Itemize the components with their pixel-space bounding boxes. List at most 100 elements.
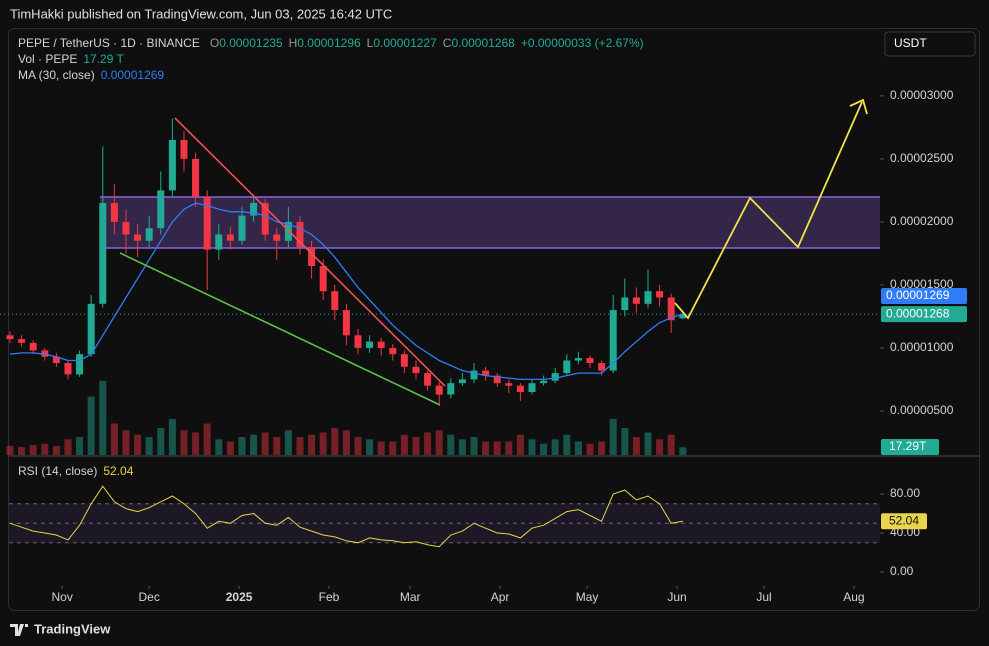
ma-line bbox=[9, 202, 683, 381]
ohlc-value: 0.00001227 bbox=[373, 36, 437, 50]
volume-bar bbox=[574, 441, 582, 455]
rsi-tag-label: 52.04 bbox=[889, 513, 919, 527]
volume-bar bbox=[412, 437, 420, 455]
rsi-title: RSI (14, close) bbox=[18, 464, 97, 478]
ohlc-key: C bbox=[443, 36, 452, 50]
candle-body bbox=[563, 360, 571, 374]
x-tick-label: Apr bbox=[491, 590, 510, 604]
y-tick-label: 0.00001500 bbox=[890, 277, 954, 291]
volume-bar bbox=[168, 419, 176, 455]
volume-bar bbox=[505, 441, 513, 455]
candle-body bbox=[482, 370, 490, 376]
volume-bar bbox=[377, 441, 385, 455]
candle-body bbox=[215, 234, 223, 250]
candle-body bbox=[52, 356, 60, 364]
volume-bar bbox=[250, 434, 258, 455]
price-tag-label: 0.00001268 bbox=[886, 306, 950, 320]
x-tick-label: Nov bbox=[52, 590, 73, 604]
candle-body bbox=[528, 383, 536, 392]
y-tick-label: 0.00001000 bbox=[890, 340, 954, 354]
rsi-legend: RSI (14, close) 52.04 bbox=[18, 464, 134, 478]
volume-bar bbox=[180, 430, 188, 455]
volume-bar bbox=[319, 432, 327, 455]
volume-bar bbox=[482, 441, 490, 455]
rsi-line bbox=[9, 485, 683, 548]
candle-body bbox=[145, 228, 153, 241]
x-tick-label: Aug bbox=[843, 590, 864, 604]
candle-body bbox=[493, 375, 501, 384]
candle-body bbox=[331, 291, 339, 311]
y-tick-label: 0.00002500 bbox=[890, 151, 954, 165]
x-tick-label: 2025 bbox=[226, 590, 253, 604]
volume-bar bbox=[296, 437, 304, 455]
candle-body bbox=[366, 341, 374, 348]
volume-bar bbox=[354, 437, 362, 455]
rsi-tick-label: 80.00 bbox=[890, 486, 920, 500]
trendline-green bbox=[119, 252, 441, 406]
ma-tag-label: 0.00001269 bbox=[886, 288, 950, 302]
candle-body bbox=[609, 310, 617, 371]
ohlc-key: L bbox=[367, 36, 374, 50]
volume-value: 17.29 T bbox=[83, 52, 124, 66]
candle-body bbox=[180, 139, 188, 159]
ohlc-value: 0.00001296 bbox=[297, 36, 361, 50]
volume-bar bbox=[238, 437, 246, 455]
volume-bar bbox=[470, 437, 478, 455]
rsi-value: 52.04 bbox=[103, 464, 133, 478]
volume-bar bbox=[41, 443, 49, 455]
candle-body bbox=[29, 342, 37, 351]
candle-body bbox=[18, 339, 26, 343]
candle-body bbox=[76, 354, 84, 375]
volume-bar bbox=[586, 443, 594, 455]
publisher: TimHakki published on TradingView.com, J… bbox=[10, 6, 392, 21]
candle-body bbox=[319, 265, 327, 292]
candle-body bbox=[87, 303, 95, 355]
candle-body bbox=[308, 247, 316, 266]
candle-body bbox=[412, 366, 420, 374]
volume-tag bbox=[881, 439, 939, 455]
volume-bar bbox=[99, 380, 107, 455]
candle-body bbox=[238, 215, 246, 241]
x-tick-label: Dec bbox=[139, 590, 160, 604]
volume-bar bbox=[284, 430, 292, 455]
x-tick-label: Mar bbox=[400, 590, 421, 604]
currency-button[interactable] bbox=[884, 31, 976, 57]
volume-bar bbox=[679, 447, 687, 455]
volume-bar bbox=[76, 437, 84, 455]
volume-bar bbox=[424, 432, 432, 455]
volume-bar bbox=[540, 443, 548, 455]
candle-body bbox=[447, 383, 455, 395]
candle-body bbox=[400, 354, 408, 367]
projection-arrow bbox=[849, 98, 868, 115]
symbol: PEPE / TetherUS · 1D · BINANCE bbox=[18, 36, 200, 50]
candle-body bbox=[168, 139, 176, 191]
volume-bar bbox=[64, 439, 72, 455]
candle-body bbox=[122, 221, 130, 235]
candle-body bbox=[551, 373, 559, 381]
volume-bar bbox=[447, 434, 455, 455]
volume-bar bbox=[632, 437, 640, 455]
volume-bar bbox=[656, 439, 664, 455]
rsi-tick-label: 0.00 bbox=[890, 564, 914, 578]
brand-logo bbox=[10, 624, 28, 636]
candle-body bbox=[342, 310, 350, 336]
volume-bar bbox=[308, 434, 316, 455]
volume-bar bbox=[331, 428, 339, 455]
candle-body bbox=[505, 383, 513, 386]
ma-legend: MA (30, close) 0.00001269 bbox=[18, 68, 164, 82]
candle-body bbox=[250, 202, 258, 216]
volume-bar bbox=[621, 428, 629, 455]
volume-bar bbox=[6, 446, 14, 455]
change: +0.00000033 (+2.67%) bbox=[521, 36, 644, 50]
volume-bar bbox=[667, 434, 675, 455]
ohlc-key: H bbox=[289, 36, 298, 50]
chart-frame bbox=[8, 28, 980, 611]
y-tick-label: 0.00000500 bbox=[890, 403, 954, 417]
volume-bar bbox=[52, 446, 60, 455]
candle-body bbox=[377, 341, 385, 348]
projection-path bbox=[674, 101, 863, 320]
candle-body bbox=[574, 357, 582, 361]
volume-bar bbox=[110, 423, 118, 455]
